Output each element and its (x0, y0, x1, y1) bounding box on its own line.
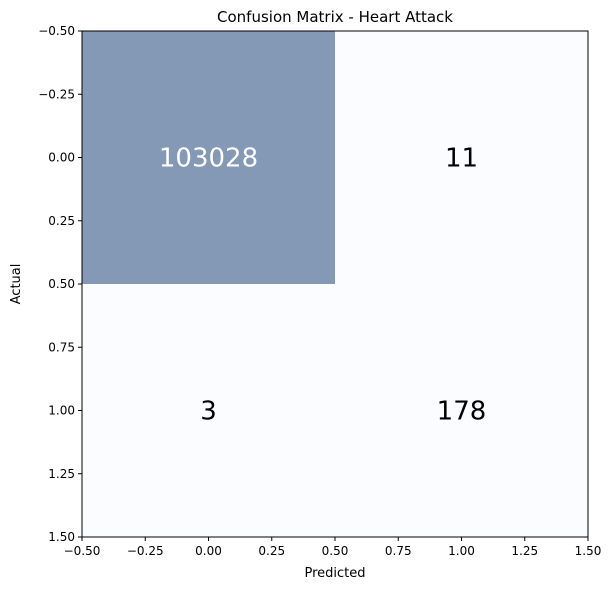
x-tick-label: 0.25 (258, 544, 285, 558)
y-tick-label: 0.00 (48, 151, 75, 165)
x-tick-label: 1.00 (448, 544, 475, 558)
x-axis-label: Predicted (304, 566, 365, 581)
x-tick-label: 0.75 (385, 544, 412, 558)
y-tick-label: 0.25 (48, 214, 75, 228)
x-tick-label: 1.25 (511, 544, 538, 558)
y-tick-label: 1.00 (48, 404, 75, 418)
x-axis: −0.50 −0.25 0.00 0.25 0.50 0.75 1.00 1.25 1.50 (64, 537, 602, 558)
x-tick-label: 0.00 (195, 544, 222, 558)
y-tick-label: −0.25 (38, 87, 75, 101)
chart-title: Confusion Matrix - Heart Attack (217, 8, 453, 26)
x-tick-label: −0.25 (127, 544, 164, 558)
y-tick-label: 0.75 (48, 340, 75, 354)
y-axis-label: Actual (9, 264, 24, 305)
y-tick-label: 1.25 (48, 467, 75, 481)
cell-value-1-0: 3 (200, 397, 217, 427)
x-tick-label: 1.50 (575, 544, 602, 558)
x-tick-label: −0.50 (64, 544, 101, 558)
x-tick-label: 0.50 (322, 544, 349, 558)
y-tick-label: 0.50 (48, 277, 75, 291)
cell-value-0-0: 103028 (159, 144, 258, 174)
y-tick-label: −0.50 (38, 24, 75, 38)
y-axis: −0.50 −0.25 0.00 0.25 0.50 0.75 1.00 1.25 1.50 (38, 24, 82, 544)
heatmap-cells (82, 31, 588, 537)
cell-value-1-1: 178 (437, 397, 487, 427)
cell-value-0-1: 11 (445, 144, 478, 174)
y-tick-label: 1.50 (48, 530, 75, 544)
